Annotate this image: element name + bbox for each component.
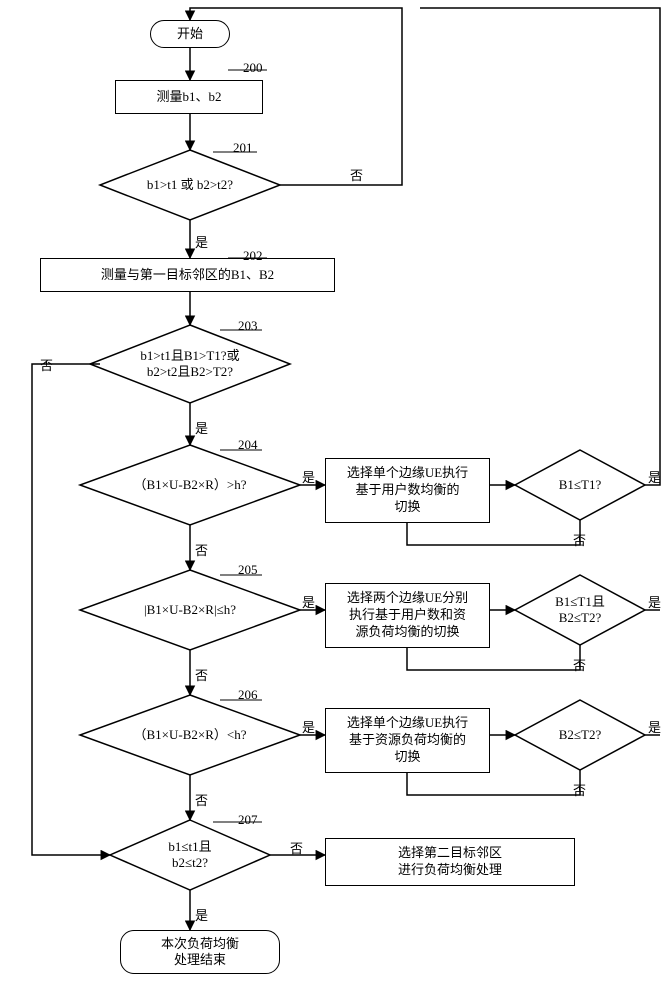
decision-d206 [80,695,300,775]
edge [420,8,660,485]
edgelabel-no203: 否 [40,355,53,374]
decision-label-d204: （B1×U-B2×R）>h? [80,445,300,525]
decision-d201 [100,150,280,220]
process-a206: 选择单个边缘UE执行 基于资源负荷均衡的 切换 [325,708,490,773]
edgelabel-no205: 否 [195,665,208,684]
step-s201: 201 [233,140,253,156]
process-a205: 选择两个边缘UE分别 执行基于用户数和资 源负荷均衡的切换 [325,583,490,648]
step-s202: 202 [243,248,263,264]
decision-d203 [90,325,290,403]
decision-d204 [80,445,300,525]
edgelabel-yes203: 是 [195,418,208,437]
terminator-start: 开始 [150,20,230,48]
edgelabel-no204c: 否 [573,530,586,549]
edgelabel-no201: 否 [350,165,363,184]
edge [32,364,110,855]
decision-label-c204: B1≤T1? [515,450,645,520]
decision-d207 [110,820,270,890]
edgelabel-yes201: 是 [195,232,208,251]
edgelabel-no206: 否 [195,790,208,809]
process-act207: 选择第二目标邻区 进行负荷均衡处理 [325,838,575,886]
edgelabel-yes206: 是 [302,717,315,736]
process-n200: 测量b1、b2 [115,80,263,114]
process-n202: 测量与第一目标邻区的B1、B2 [40,258,335,292]
decision-d205 [80,570,300,650]
edgelabel-yes206c: 是 [648,717,661,736]
edgelabel-no205c: 否 [573,655,586,674]
decision-label-c205: B1≤T1且 B2≤T2? [515,575,645,645]
edgelabel-yes204c: 是 [648,467,661,486]
step-s205: 205 [238,562,258,578]
edgelabel-yes204: 是 [302,467,315,486]
step-s206: 206 [238,687,258,703]
decision-label-d206: （B1×U-B2×R）<h? [80,695,300,775]
edgelabel-no204: 否 [195,540,208,559]
decision-c204 [515,450,645,520]
terminator-end: 本次负荷均衡 处理结束 [120,930,280,974]
decision-label-d203: b1>t1且B1>T1?或 b2>t2且B2>T2? [90,325,290,403]
step-s200: 200 [243,60,263,76]
edgelabel-yes205c: 是 [648,592,661,611]
edgelabel-no207: 否 [290,838,303,857]
step-s203: 203 [238,318,258,334]
process-a204: 选择单个边缘UE执行 基于用户数均衡的 切换 [325,458,490,523]
step-s207: 207 [238,812,258,828]
decision-label-c206: B2≤T2? [515,700,645,770]
decision-c205 [515,575,645,645]
edgelabel-yes205: 是 [302,592,315,611]
decision-label-d201: b1>t1 或 b2>t2? [100,150,280,220]
decision-c206 [515,700,645,770]
decision-label-d205: |B1×U-B2×R|≤h? [80,570,300,650]
edgelabel-no206c: 否 [573,780,586,799]
step-s204: 204 [238,437,258,453]
edgelabel-yes207: 是 [195,905,208,924]
decision-label-d207: b1≤t1且 b2≤t2? [110,820,270,890]
flowchart-canvas: 开始测量b1、b2 测量与第一目标邻区的B1、B2 选择单个边缘UE执行 基于用户数… [0,0,665,1000]
